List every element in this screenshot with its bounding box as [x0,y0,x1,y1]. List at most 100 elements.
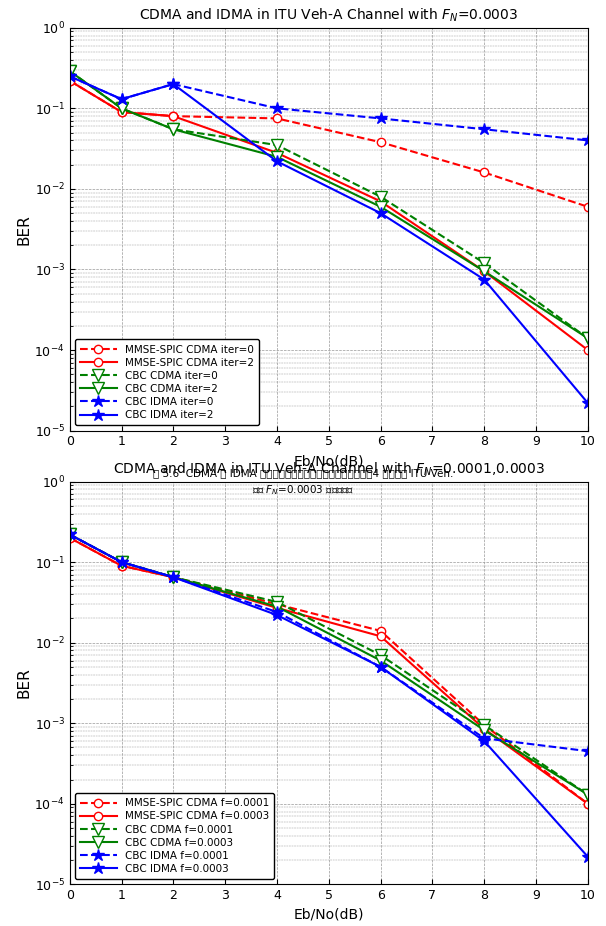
CBC IDMA f=0.0001 [118,557,125,568]
MMSE-SPIC CDMA iter=0 [170,110,177,121]
CBC CDMA f=0.0001 [481,720,488,731]
CBC CDMA f=0.0003 [66,529,73,540]
CBC IDMA f=0.0001 [377,661,384,672]
MMSE-SPIC CDMA iter=2 [66,75,73,86]
Legend: MMSE-SPIC CDMA f=0.0001, MMSE-SPIC CDMA f=0.0003, CBC CDMA f=0.0001, CBC CDMA f=: MMSE-SPIC CDMA f=0.0001, MMSE-SPIC CDMA … [75,793,275,879]
Line: MMSE-SPIC CDMA f=0.0001: MMSE-SPIC CDMA f=0.0001 [65,533,592,807]
MMSE-SPIC CDMA f=0.0003 [118,560,125,571]
CBC CDMA f=0.0001 [377,649,384,660]
CBC IDMA iter=2 [66,70,73,81]
MMSE-SPIC CDMA iter=2 [584,344,591,356]
CBC IDMA f=0.0003 [66,529,73,540]
MMSE-SPIC CDMA f=0.0001 [481,720,488,731]
MMSE-SPIC CDMA f=0.0001 [66,532,73,544]
Text: 道且 $F_N$=0.0003 的系統效能: 道且 $F_N$=0.0003 的系統效能 [252,483,354,497]
Title: CDMA and IDMA in ITU Veh-A Channel with $F_N$=0.0003: CDMA and IDMA in ITU Veh-A Channel with … [139,6,518,24]
CBC IDMA f=0.0003 [273,609,281,620]
Y-axis label: BER: BER [17,668,32,698]
MMSE-SPIC CDMA f=0.0001 [377,625,384,636]
MMSE-SPIC CDMA iter=0 [377,137,384,148]
CBC IDMA iter=2 [377,207,384,219]
X-axis label: Eb/No(dB): Eb/No(dB) [293,907,364,921]
CBC CDMA f=0.0001 [118,557,125,568]
CBC IDMA f=0.0003 [584,851,591,862]
Line: MMSE-SPIC CDMA iter=0: MMSE-SPIC CDMA iter=0 [65,77,592,211]
CBC CDMA iter=0 [170,124,177,135]
CBC CDMA iter=0 [118,103,125,114]
MMSE-SPIC CDMA iter=0 [273,113,281,124]
Line: MMSE-SPIC CDMA f=0.0003: MMSE-SPIC CDMA f=0.0003 [65,533,592,807]
CBC IDMA f=0.0003 [481,735,488,746]
CBC CDMA f=0.0003 [273,601,281,612]
CBC CDMA f=0.0001 [170,571,177,582]
MMSE-SPIC CDMA iter=0 [584,201,591,212]
CBC IDMA iter=2 [481,274,488,285]
CBC IDMA iter=2 [170,79,177,90]
CBC CDMA f=0.0003 [118,557,125,568]
CBC IDMA iter=0 [273,103,281,114]
Line: CBC CDMA f=0.0003: CBC CDMA f=0.0003 [64,529,593,800]
MMSE-SPIC CDMA iter=2 [481,266,488,277]
CBC IDMA f=0.0003 [377,661,384,672]
MMSE-SPIC CDMA iter=2 [118,106,125,118]
Line: CBC IDMA iter=0: CBC IDMA iter=0 [64,70,594,146]
X-axis label: Eb/No(dB): Eb/No(dB) [293,454,364,468]
MMSE-SPIC CDMA iter=2 [273,147,281,158]
MMSE-SPIC CDMA iter=0 [481,167,488,178]
CBC IDMA f=0.0003 [118,557,125,568]
Title: CDMA and IDMA in ITU Veh-A Channel with $F_N$=0.0001,0.0003: CDMA and IDMA in ITU Veh-A Channel with … [113,460,545,478]
CBC IDMA iter=0 [170,79,177,90]
CBC CDMA iter=2 [66,66,73,77]
CBC CDMA f=0.0003 [584,789,591,800]
MMSE-SPIC CDMA f=0.0003 [273,602,281,613]
CBC CDMA f=0.0003 [481,724,488,735]
Line: CBC IDMA iter=2: CBC IDMA iter=2 [64,70,594,409]
CBC CDMA iter=2 [118,103,125,114]
MMSE-SPIC CDMA f=0.0001 [170,571,177,582]
Line: CBC CDMA iter=2: CBC CDMA iter=2 [64,66,593,344]
MMSE-SPIC CDMA f=0.0003 [377,631,384,642]
CBC CDMA iter=2 [481,266,488,277]
CBC IDMA iter=0 [377,113,384,124]
CBC CDMA iter=0 [377,191,384,202]
Line: CBC CDMA iter=0: CBC CDMA iter=0 [64,66,593,344]
CBC CDMA iter=0 [481,257,488,269]
MMSE-SPIC CDMA iter=0 [66,75,73,86]
MMSE-SPIC CDMA f=0.0001 [273,598,281,609]
Text: 圖 5.6  CDMA 和 IDMA 渦輪接收機使用不同的多用戶偵測方法，4 個用戶在 ITU Veh.: 圖 5.6 CDMA 和 IDMA 渦輪接收機使用不同的多用戶偵測方法，4 個用… [153,469,453,479]
CBC IDMA iter=0 [118,94,125,105]
Line: CBC IDMA f=0.0001: CBC IDMA f=0.0001 [64,528,594,757]
CBC IDMA iter=0 [66,70,73,81]
CBC CDMA f=0.0001 [584,789,591,800]
MMSE-SPIC CDMA f=0.0003 [170,571,177,582]
CBC CDMA iter=2 [377,201,384,212]
CBC IDMA iter=0 [481,124,488,135]
MMSE-SPIC CDMA iter=2 [377,195,384,206]
CBC CDMA iter=0 [66,66,73,77]
MMSE-SPIC CDMA iter=0 [118,106,125,118]
MMSE-SPIC CDMA f=0.0003 [584,798,591,809]
Line: CBC IDMA f=0.0003: CBC IDMA f=0.0003 [64,528,594,863]
CBC CDMA iter=2 [273,151,281,162]
CBC IDMA f=0.0001 [584,745,591,757]
MMSE-SPIC CDMA f=0.0003 [481,723,488,734]
MMSE-SPIC CDMA f=0.0001 [118,560,125,571]
Line: CBC CDMA f=0.0001: CBC CDMA f=0.0001 [64,529,593,800]
CBC IDMA iter=2 [584,397,591,408]
CBC CDMA f=0.0001 [66,529,73,540]
CBC IDMA iter=0 [584,135,591,146]
CBC CDMA f=0.0003 [170,571,177,582]
CBC IDMA iter=2 [118,94,125,105]
CBC CDMA iter=0 [584,332,591,344]
CBC IDMA f=0.0001 [66,529,73,540]
Y-axis label: BER: BER [17,214,32,244]
MMSE-SPIC CDMA f=0.0003 [66,532,73,544]
CBC CDMA iter=2 [584,332,591,344]
Line: MMSE-SPIC CDMA iter=2: MMSE-SPIC CDMA iter=2 [65,77,592,354]
MMSE-SPIC CDMA iter=2 [170,110,177,121]
CBC CDMA f=0.0003 [377,655,384,666]
CBC IDMA f=0.0003 [170,571,177,582]
CBC IDMA f=0.0001 [481,732,488,744]
Legend: MMSE-SPIC CDMA iter=0, MMSE-SPIC CDMA iter=2, CBC CDMA iter=0, CBC CDMA iter=2, : MMSE-SPIC CDMA iter=0, MMSE-SPIC CDMA it… [75,339,259,425]
CBC CDMA iter=0 [273,140,281,151]
